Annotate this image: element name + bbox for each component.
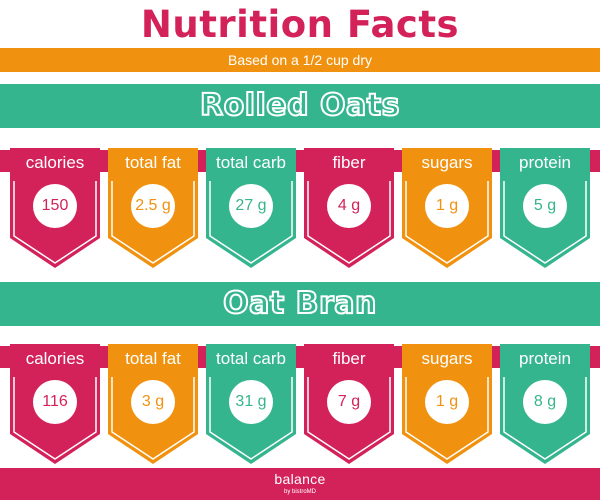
nutrient-value: 31 g [235, 393, 267, 410]
card-shield-shape [108, 148, 198, 268]
nutrient-value: 3 g [141, 393, 165, 410]
card-shield-shape [304, 344, 394, 464]
card-shield-shape [402, 344, 492, 464]
card-inner-outline [405, 377, 489, 460]
card-inner-outline [503, 377, 587, 460]
card-inner-outline [13, 181, 97, 264]
card-shield-shape [10, 344, 100, 464]
value-circle [33, 380, 77, 424]
section-title-oat-bran: Oat Bran [222, 285, 377, 322]
nutrient-card-total-fat: total fat 2.5 g [108, 148, 198, 268]
nutrient-card-total-fat: total fat 3 g [108, 344, 198, 464]
nutrient-value: 8 g [533, 393, 557, 410]
logo-wordmark: balance [274, 471, 326, 487]
value-circle [131, 380, 175, 424]
section-banner-oat-bran: Oat Bran [0, 282, 600, 326]
nutrient-card-sugars: sugars 1 g [402, 344, 492, 464]
card-shield-shape [206, 344, 296, 464]
card-inner-outline [307, 377, 391, 460]
value-circle [229, 380, 273, 424]
nutrient-label: total fat [125, 153, 181, 172]
card-shield-shape [402, 148, 492, 268]
nutrient-value: 1 g [435, 197, 459, 214]
card-inner-outline [209, 377, 293, 460]
card-inner-outline [209, 181, 293, 264]
nutrient-value: 116 [42, 393, 68, 410]
card-shield-shape [304, 148, 394, 268]
card-shield-shape [10, 148, 100, 268]
value-circle [327, 184, 371, 228]
facts-row-oat-bran: calories 116 total fat 3 g total carb 31 g fib… [0, 344, 600, 464]
section-banner-rolled-oats: Rolled Oats [0, 84, 600, 128]
card-shield-shape [108, 344, 198, 464]
card-shield-shape [206, 148, 296, 268]
page-title: Nutrition Facts [140, 3, 460, 46]
nutrient-value: 2.5 g [135, 197, 171, 214]
value-circle [131, 184, 175, 228]
card-inner-outline [111, 181, 195, 264]
card-inner-outline [503, 181, 587, 264]
nutrient-label: calories [25, 153, 85, 172]
value-circle [523, 184, 567, 228]
nutrient-value: 7 g [337, 393, 361, 410]
serving-size-bar: Based on a 1/2 cup dry [0, 48, 600, 72]
card-inner-outline [13, 377, 97, 460]
balance-logo: balance by bistroMD [270, 470, 330, 498]
nutrient-label: calories [25, 349, 85, 368]
nutrient-value: 1 g [435, 393, 459, 410]
section-title-rolled-oats: Rolled Oats [199, 87, 401, 124]
nutrient-value: 4 g [337, 197, 361, 214]
value-circle [425, 380, 469, 424]
value-circle [229, 184, 273, 228]
nutrient-value: 5 g [533, 197, 557, 214]
card-inner-outline [405, 181, 489, 264]
nutrient-label: total fat [125, 349, 181, 368]
facts-row-rolled-oats: calories 150 total fat 2.5 g total carb 27 g f… [0, 148, 600, 268]
nutrient-card-total-carb: total carb 27 g [206, 148, 296, 268]
nutrient-card-sugars: sugars 1 g [402, 148, 492, 268]
nutrient-label: sugars [421, 153, 473, 172]
nutrient-card-fiber: fiber 7 g [304, 344, 394, 464]
nutrient-label: protein [519, 153, 571, 172]
nutrient-card-protein: protein 8 g [500, 344, 590, 464]
value-circle [327, 380, 371, 424]
nutrient-card-total-carb: total carb 31 g [206, 344, 296, 464]
nutrient-card-protein: protein 5 g [500, 148, 590, 268]
value-circle [425, 184, 469, 228]
value-circle [523, 380, 567, 424]
logo-byline: by bistroMD [283, 489, 316, 495]
nutrient-label: total carb [216, 349, 286, 368]
nutrient-label: fiber [332, 153, 366, 172]
nutrient-label: fiber [332, 349, 366, 368]
nutrient-label: sugars [421, 349, 473, 368]
nutrient-label: total carb [216, 153, 286, 172]
card-inner-outline [111, 377, 195, 460]
value-circle [33, 184, 77, 228]
footer-bar: balance by bistroMD [0, 468, 600, 500]
nutrient-value: 150 [41, 197, 69, 214]
nutrient-card-calories: calories 116 [10, 344, 100, 464]
nutrient-card-calories: calories 150 [10, 148, 100, 268]
nutrient-value: 27 g [235, 197, 267, 214]
card-shield-shape [500, 148, 590, 268]
nutrient-label: protein [519, 349, 571, 368]
nutrient-card-fiber: fiber 4 g [304, 148, 394, 268]
card-shield-shape [500, 344, 590, 464]
card-inner-outline [307, 181, 391, 264]
